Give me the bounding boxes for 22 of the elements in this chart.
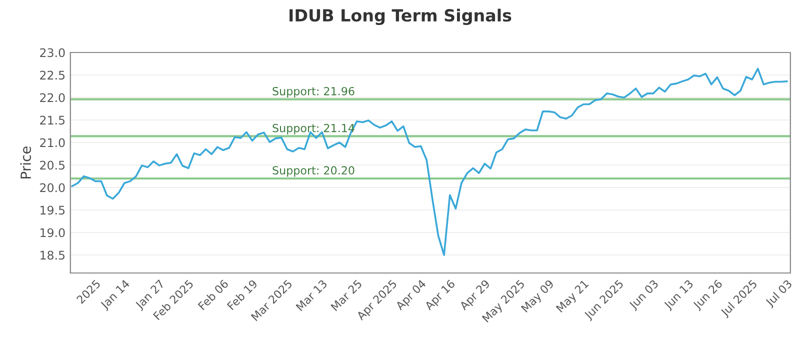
x-tick-label: Mar 25 bbox=[330, 279, 362, 312]
y-tick-label: 19.0 bbox=[40, 228, 65, 238]
x-tick-label: Jun 13 bbox=[663, 279, 696, 312]
y-tick-label: 20.0 bbox=[40, 183, 65, 192]
y-tick-label: 19.5 bbox=[40, 206, 65, 215]
x-tick-label: Jul 03 bbox=[764, 279, 794, 308]
x-tick-label: Feb 19 bbox=[226, 279, 258, 310]
y-tick-label: 18.5 bbox=[40, 250, 65, 260]
ref-line-label: Support: 21.96 bbox=[272, 86, 354, 98]
y-tick-label: 23.0 bbox=[40, 48, 65, 58]
y-tick-label: 20.5 bbox=[40, 160, 65, 170]
line-series bbox=[71, 68, 788, 256]
y-tick-label: 21.0 bbox=[40, 138, 65, 148]
y-axis-title: Price bbox=[20, 146, 32, 178]
y-tick-label: 21.5 bbox=[40, 116, 65, 125]
x-tick-label: Jan 14 bbox=[100, 279, 132, 312]
chart-title: IDUB Long Term Signals bbox=[290, 8, 512, 26]
y-tick-label: 22.0 bbox=[40, 93, 65, 102]
x-tick-label: Jun 03 bbox=[628, 279, 660, 312]
y-tick-label: 22.5 bbox=[40, 70, 65, 80]
x-tick-label: Mar 13 bbox=[296, 279, 328, 312]
ref-line-label: Support: 20.20 bbox=[272, 166, 354, 177]
